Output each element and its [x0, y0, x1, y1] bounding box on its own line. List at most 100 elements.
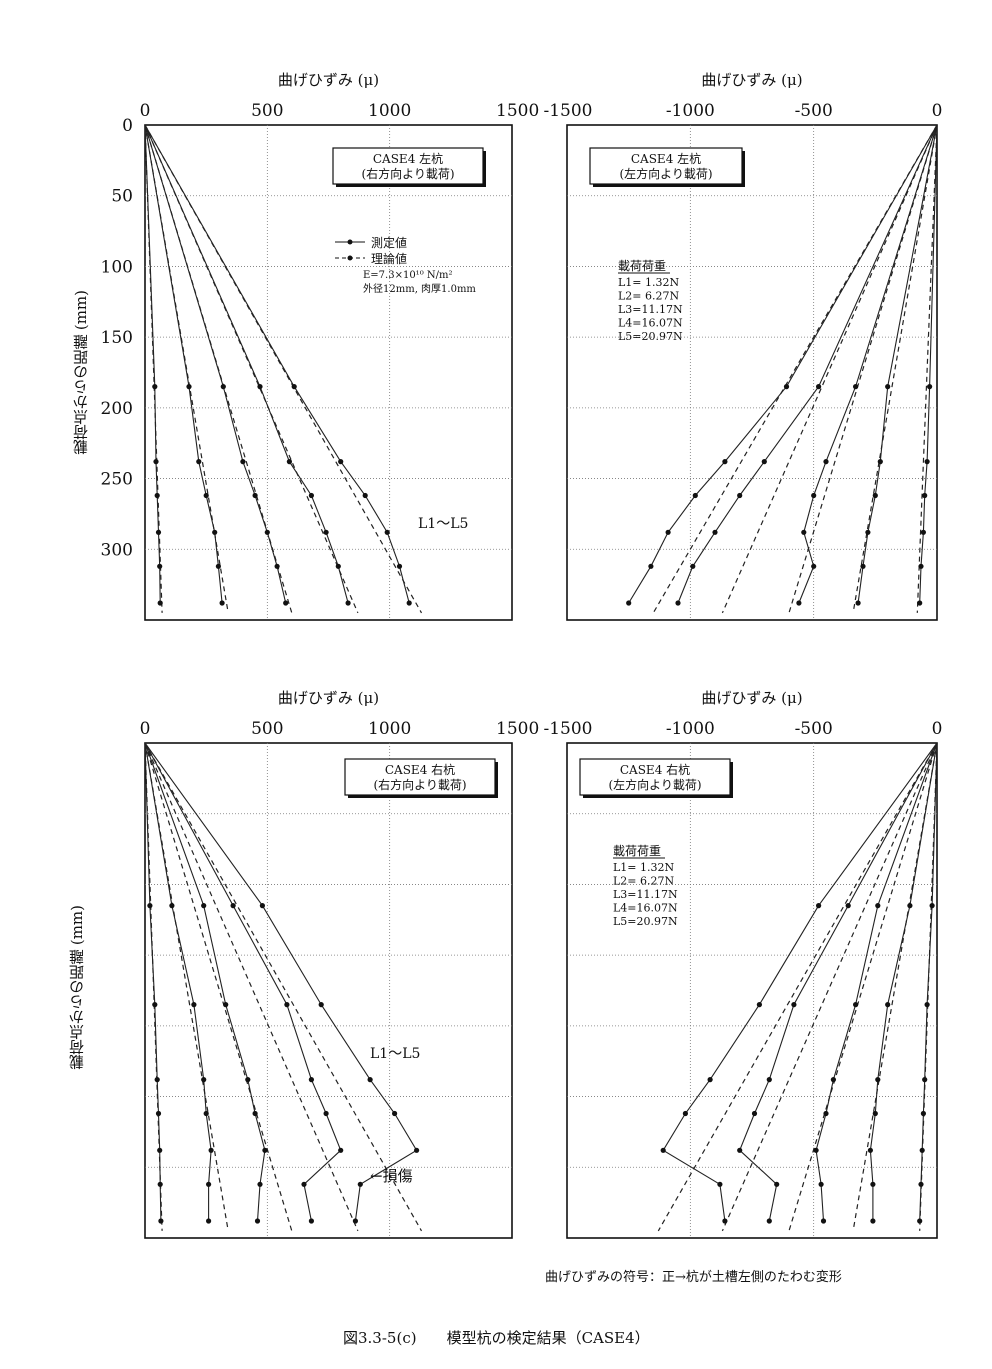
panel-4-measured-point-L2 — [885, 1002, 891, 1008]
panel-2-measured-point-L3 — [853, 384, 859, 390]
panel-1-frame — [144, 124, 513, 621]
panel-1-measured-point-L5 — [338, 459, 344, 465]
panel-1-measured-point-L3 — [220, 384, 226, 390]
panel-4-measured-point-L4 — [737, 1147, 743, 1153]
panel-4-xtick-label: -1000 — [666, 719, 715, 739]
panel-2-measured-point-L2 — [872, 492, 878, 499]
panel-3-measured-point-L4 — [323, 1110, 329, 1117]
panel-3-measured-point-L5 — [259, 903, 265, 909]
panel-3-measured-point-L1 — [155, 1110, 162, 1117]
panel-4-measured-point-L1 — [917, 1218, 923, 1224]
panel-2-measured-point-L3 — [811, 563, 817, 569]
panel-4-measured-point-L1 — [922, 1077, 928, 1083]
panel-3-measured-point-L5 — [392, 1110, 398, 1117]
panel-3-frame — [144, 742, 513, 1239]
panel-3-measured-point-L1 — [157, 1147, 163, 1153]
panel-1-ytick-label: 50 — [111, 187, 133, 207]
panel-2-measured-point-L4 — [712, 529, 718, 535]
panel-2-measured-point-L1 — [918, 563, 924, 569]
panel-3-measured-point-L2 — [191, 1002, 197, 1008]
panel-4-measured-point-L3 — [853, 1002, 859, 1008]
panel-3-measured-point-L4 — [230, 903, 236, 909]
panel-1-measured-line-L5 — [144, 124, 410, 604]
panel-4-measured-point-L4 — [774, 1181, 780, 1187]
panel-2-theory-line-L2 — [852, 124, 938, 614]
panel-1-measured-point-L4 — [257, 384, 263, 390]
panel-3-measured-line-L1 — [144, 742, 162, 1222]
panel-3-measured-point-L4 — [284, 1002, 290, 1008]
panel-2-title-line: CASE4 左杭 — [631, 151, 701, 166]
panel-1-title-box — [332, 147, 484, 185]
panel-2-measured-point-L1 — [927, 384, 933, 390]
panel-4-xtick-label: -500 — [795, 719, 833, 739]
panel-1-measured-point-L1 — [154, 492, 160, 499]
panel-1-xtick-label: 1500 — [496, 101, 539, 121]
panel-4-measured-point-L2 — [870, 1218, 876, 1224]
panel-4-measured-line-L4 — [739, 742, 938, 1222]
panel-4-measured-line-L5 — [662, 742, 938, 1222]
panel-3-measured-point-L4 — [308, 1218, 314, 1224]
y-axis-label-bottom: 載荷点からの距離 (mm) — [68, 905, 86, 1070]
panel-4-load-item: L5=20.97N — [613, 915, 678, 928]
panel-4-xtick-label: -1500 — [543, 719, 592, 739]
panel-1-params-line: 外径12mm, 肉厚1.0mm — [363, 282, 476, 295]
panel-2-theory-line-L1 — [916, 124, 938, 613]
panel-2-load-item: L3=11.17N — [618, 303, 683, 316]
panel-3-measured-point-L3 — [262, 1147, 268, 1153]
panel-1-measured-point-L2 — [212, 529, 218, 535]
panel-3-title-line: (右方向より載荷) — [373, 777, 466, 792]
panel-3-annotation: L1〜L5 — [370, 1046, 420, 1062]
panel-4-measured-point-L4 — [766, 1218, 772, 1224]
panel-1-measured-point-L3 — [283, 600, 289, 606]
panel-2-measured-point-L2 — [885, 384, 891, 390]
panel-1-measured-point-L4 — [345, 600, 351, 606]
panel-3-measured-point-L1 — [158, 1218, 164, 1224]
panel-1-legend-measured-marker — [347, 239, 353, 245]
panel-3-measured-point-L4 — [338, 1147, 344, 1153]
panel-1-measured-point-L5 — [406, 600, 412, 606]
panel-1-measured-point-L1 — [153, 459, 159, 465]
panel-4-measured-point-L3 — [830, 1077, 837, 1083]
panel-4-theory-line-L5 — [657, 742, 938, 1232]
panel-3-measured-line-L2 — [144, 742, 212, 1221]
panel-3-measured-point-L5 — [414, 1147, 420, 1153]
panel-2-xtick-label: -1000 — [666, 101, 715, 121]
panel-4-measured-point-L1 — [918, 1181, 924, 1187]
panel-3-measured-point-L2 — [201, 1077, 207, 1083]
panel-1-measured-point-L4 — [335, 563, 341, 569]
panel-2-measured-point-L3 — [796, 600, 802, 606]
panel-4-measured-point-L3 — [820, 1218, 827, 1224]
panel-3-measured-point-L1 — [154, 1077, 160, 1083]
panel-2-measured-point-L4 — [816, 384, 822, 390]
panel-2-measured-point-L4 — [675, 600, 681, 606]
panel-3-measured-point-L1 — [147, 903, 153, 909]
panel-2-theory-line-L3 — [788, 124, 938, 614]
panel-2-load-item: L1= 1.32N — [618, 276, 680, 289]
panel-4-measured-point-L1 — [929, 903, 935, 909]
panel-4-frame — [566, 742, 938, 1239]
panel-1-params-line: E=7.3×10¹⁰ N/m² — [363, 270, 453, 281]
panel-4-measured-point-L5 — [722, 1218, 728, 1224]
panel-1-legend-theory-marker — [347, 255, 353, 261]
panel-1-measured-point-L1 — [157, 600, 163, 606]
panel-2-measured-point-L5 — [722, 459, 728, 465]
panel-1-measured-point-L3 — [252, 492, 258, 499]
panel-4-measured-point-L1 — [919, 1147, 925, 1153]
panel-4-measured-point-L3 — [813, 1147, 819, 1153]
panel-1-measured-point-L2 — [219, 600, 225, 606]
panel-2-measured-point-L5 — [665, 529, 671, 535]
panel-4-measured-point-L5 — [756, 1002, 763, 1008]
panel-2-measured-point-L5 — [783, 384, 790, 390]
panel-3-measured-point-L3 — [252, 1110, 258, 1117]
panel-1-measured-point-L2 — [196, 459, 202, 465]
panel-4-measured-point-L1 — [924, 1002, 930, 1008]
panel-3-measured-point-L3 — [245, 1077, 251, 1083]
panel-2-theory-line-L4 — [721, 124, 938, 614]
panel-1-title-line: CASE4 左杭 — [373, 151, 443, 166]
panel-4-measured-point-L4 — [751, 1110, 758, 1117]
panel-2-frame — [566, 124, 938, 621]
panel-3-measured-point-L2 — [203, 1110, 209, 1117]
panel-2-load-item: L5=20.97N — [618, 330, 683, 343]
panel-2-load-item: L4=16.07N — [618, 317, 683, 330]
